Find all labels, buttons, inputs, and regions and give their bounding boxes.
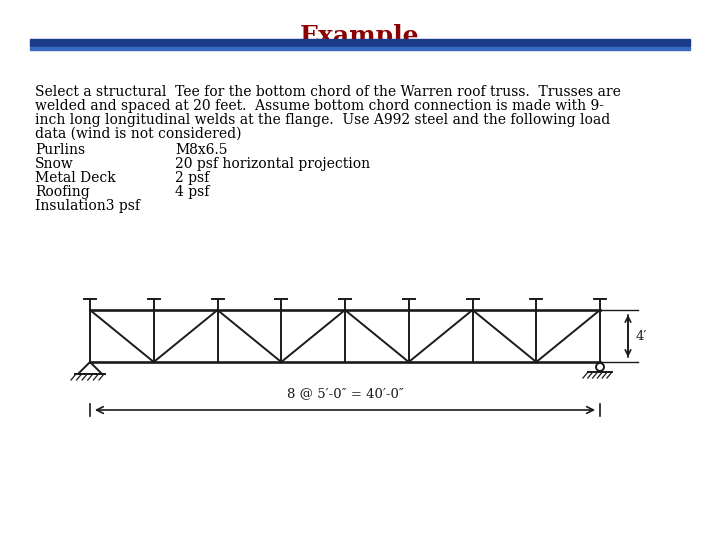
- Text: 2 psf: 2 psf: [175, 171, 210, 185]
- Text: 4′: 4′: [636, 329, 647, 342]
- Text: Example: Example: [300, 24, 420, 48]
- Text: Select a structural  Tee for the bottom chord of the Warren roof truss.  Trusses: Select a structural Tee for the bottom c…: [35, 85, 621, 99]
- Bar: [30, 47, 690, 50]
- Text: inch long longitudinal welds at the flange.  Use A992 steel and the following lo: inch long longitudinal welds at the flan…: [35, 113, 611, 127]
- Text: 4 psf: 4 psf: [175, 185, 210, 199]
- Text: Purlins: Purlins: [35, 143, 85, 157]
- Text: Roofing: Roofing: [35, 185, 90, 199]
- Text: welded and spaced at 20 feet.  Assume bottom chord connection is made with 9-: welded and spaced at 20 feet. Assume bot…: [35, 99, 604, 113]
- Text: Snow: Snow: [35, 157, 73, 171]
- Text: data (wind is not considered): data (wind is not considered): [35, 127, 241, 141]
- Text: 8 @ 5′-0″ = 40′-0″: 8 @ 5′-0″ = 40′-0″: [287, 387, 403, 400]
- Bar: [30, 39, 690, 46]
- Text: 20 psf horizontal projection: 20 psf horizontal projection: [175, 157, 370, 171]
- Text: M8x6.5: M8x6.5: [175, 143, 228, 157]
- Text: Metal Deck: Metal Deck: [35, 171, 116, 185]
- Text: Insulation3 psf: Insulation3 psf: [35, 199, 140, 213]
